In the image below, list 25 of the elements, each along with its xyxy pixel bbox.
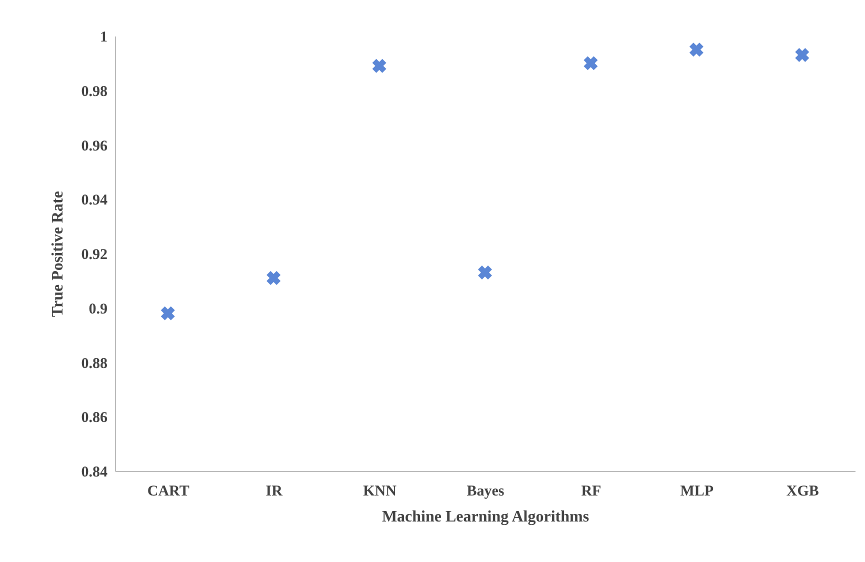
x-axis-title: Machine Learning Algorithms	[382, 508, 590, 526]
y-tick-label: 0.9	[88, 301, 108, 318]
x-tick-label: XGB	[786, 484, 819, 500]
point	[795, 48, 810, 62]
y-axis-title: True Positive Rate	[49, 191, 66, 317]
y-tick-label: 0.88	[81, 356, 108, 372]
x-tick-label: MLP	[680, 484, 714, 500]
y-tick-label: 0.94	[81, 192, 108, 209]
y-tick-label: 0.96	[81, 138, 108, 154]
x-tick-label: IR	[266, 484, 283, 500]
x-tick-label: CART	[147, 484, 190, 500]
point	[689, 42, 704, 57]
y-tick-label: 0.98	[81, 84, 108, 100]
point	[372, 58, 386, 73]
point	[266, 270, 281, 285]
point	[478, 266, 492, 280]
x-tick-label: KNN	[363, 484, 397, 500]
x-tick-label: Bayes	[466, 484, 504, 500]
y-tick-label: 0.84	[81, 464, 108, 480]
y-tick-label: 1	[100, 30, 108, 46]
y-tick-label: 0.92	[81, 247, 108, 263]
y-tick-label: 0.86	[81, 410, 108, 426]
point	[160, 306, 175, 320]
x-tick-label: RF	[581, 484, 602, 500]
point	[584, 56, 598, 70]
